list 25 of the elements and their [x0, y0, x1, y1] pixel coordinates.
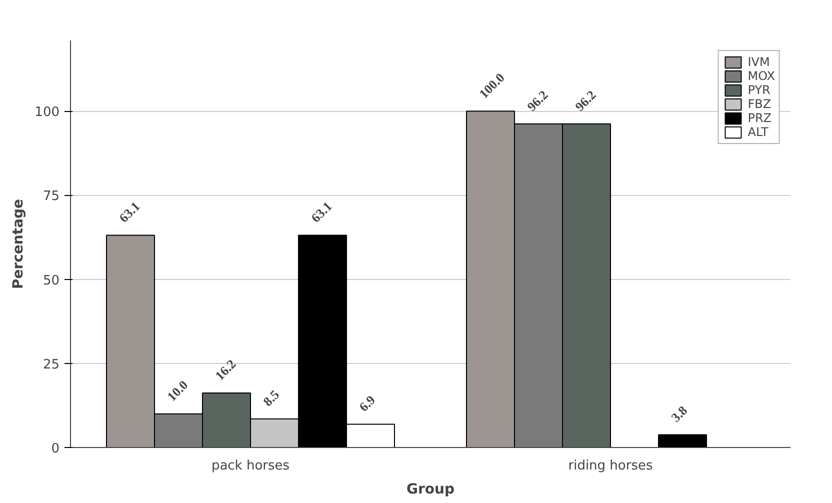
x-axis-title: Group: [406, 482, 455, 498]
x-tick-label: pack horses: [211, 458, 290, 474]
legend-label: PYR: [748, 83, 770, 97]
data-label: 96.2: [524, 87, 551, 114]
y-axis-title: Percentage: [10, 198, 27, 290]
y-tick-label: 100: [34, 105, 60, 120]
data-label: 3.8: [668, 402, 690, 425]
y-tick-label: 25: [42, 357, 60, 372]
y-tick-label: 50: [42, 273, 60, 288]
legend-label: PRZ: [748, 111, 772, 125]
legend-label: IVM: [748, 55, 770, 69]
data-label: 63.1: [116, 198, 143, 226]
data-label: 6.9: [356, 392, 378, 414]
y-tick-label: 75: [42, 189, 60, 204]
data-label: 10.0: [164, 377, 191, 404]
legend-label: MOX: [748, 69, 775, 83]
data-label: 96.2: [572, 87, 599, 114]
legend-label: FBZ: [748, 97, 772, 111]
data-label: 63.1: [308, 198, 335, 226]
data-label: 8.5: [260, 386, 282, 410]
bar: [658, 434, 707, 448]
y-tick-label: 0: [51, 442, 60, 456]
legend-label: ALT: [748, 125, 768, 139]
data-label: 16.2: [212, 356, 239, 384]
x-tick-label: riding horses: [568, 458, 653, 474]
